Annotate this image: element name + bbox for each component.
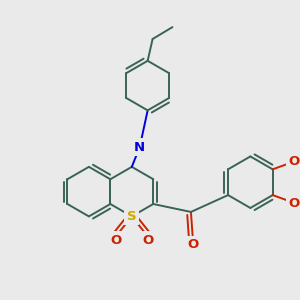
Text: O: O <box>289 196 300 209</box>
Text: N: N <box>134 140 145 154</box>
Text: O: O <box>187 238 199 251</box>
Text: O: O <box>289 155 300 168</box>
Text: O: O <box>142 234 153 247</box>
Text: O: O <box>110 234 122 247</box>
Text: S: S <box>127 210 136 223</box>
